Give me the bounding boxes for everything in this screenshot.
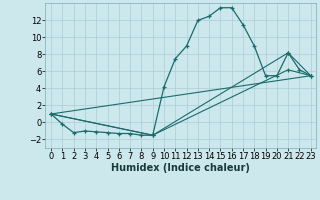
X-axis label: Humidex (Indice chaleur): Humidex (Indice chaleur) <box>111 163 250 173</box>
